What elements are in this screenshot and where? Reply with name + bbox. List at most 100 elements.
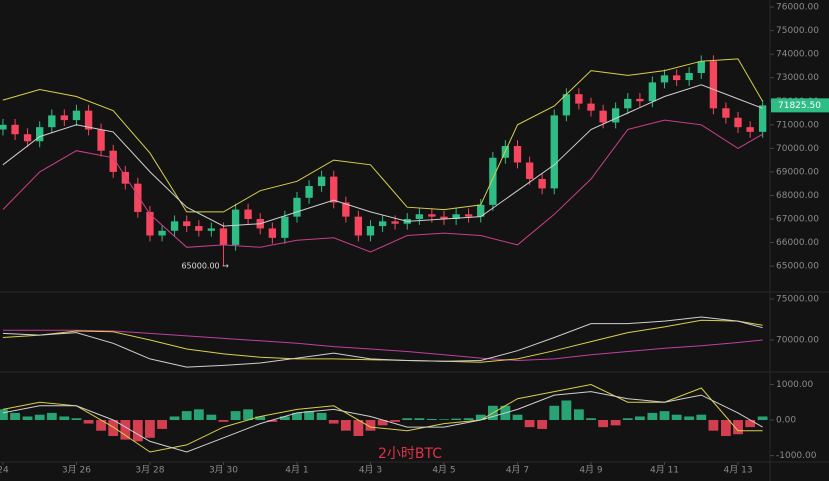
candle-body bbox=[317, 176, 326, 187]
histogram-bar bbox=[83, 420, 94, 424]
candle-body bbox=[366, 226, 375, 236]
x-tick-label: 3月 28 bbox=[135, 465, 164, 476]
histogram-bar bbox=[439, 419, 449, 421]
histogram-bar bbox=[340, 420, 351, 431]
y-tick-label: 67000.00 bbox=[776, 215, 819, 225]
x-tick-label: 4月 13 bbox=[724, 465, 753, 476]
histogram-bar bbox=[720, 420, 731, 437]
histogram-bar bbox=[610, 420, 621, 426]
candle-body bbox=[599, 110, 607, 123]
indicator-line bbox=[2, 329, 763, 362]
candle-body bbox=[158, 230, 166, 236]
y-tick-label: 73000.00 bbox=[776, 73, 819, 83]
indicator-line bbox=[2, 84, 763, 227]
candle-body bbox=[293, 197, 301, 217]
histogram-bar bbox=[267, 420, 278, 422]
histogram-bar bbox=[451, 418, 462, 421]
candle-body bbox=[575, 94, 583, 104]
candle-body bbox=[464, 214, 473, 217]
x-tick-label: 4月 5 bbox=[432, 465, 455, 476]
histogram-bar bbox=[537, 420, 548, 429]
y-tick-label: 1000.00 bbox=[776, 380, 813, 390]
candle-body bbox=[342, 202, 350, 217]
candle-body bbox=[183, 221, 191, 227]
y-tick-label: 76000.00 bbox=[776, 3, 819, 13]
histogram-bar bbox=[757, 416, 768, 421]
y-tick-label: -1000.00 bbox=[776, 451, 817, 461]
candle-body bbox=[11, 124, 19, 135]
candle-body bbox=[587, 103, 595, 111]
candle-body bbox=[415, 214, 424, 219]
low-annotation: 65000.00 → bbox=[181, 262, 229, 271]
candle-body bbox=[513, 146, 522, 163]
candle-body bbox=[660, 75, 669, 83]
x-tick-label: 4月 3 bbox=[359, 465, 382, 476]
candle-body bbox=[440, 216, 448, 219]
indicator-line bbox=[2, 391, 763, 453]
histogram-bar bbox=[96, 420, 106, 431]
candle-body bbox=[562, 94, 571, 116]
histogram-bar bbox=[586, 418, 596, 421]
histogram-bar bbox=[733, 420, 743, 435]
y-tick-label: 70000.00 bbox=[776, 144, 819, 154]
candle-body bbox=[170, 221, 179, 231]
candle-body bbox=[134, 183, 142, 212]
price-tag bbox=[771, 98, 829, 113]
candle-body bbox=[746, 127, 754, 132]
histogram-bar bbox=[512, 414, 523, 421]
x-tick-label: 4月 7 bbox=[506, 465, 529, 476]
x-tick-label: 4月 1 bbox=[285, 465, 308, 476]
candle-body bbox=[697, 61, 705, 73]
watermark: 2小时BTC bbox=[378, 446, 442, 462]
x-tick-label: 4月 9 bbox=[579, 465, 603, 476]
candle-body bbox=[636, 98, 644, 102]
y-tick-label: 75000.00 bbox=[776, 26, 819, 36]
candle-body bbox=[550, 115, 558, 189]
candle-body bbox=[84, 110, 93, 130]
candle-body bbox=[48, 115, 56, 128]
indicator-line bbox=[2, 383, 763, 453]
histogram-bar bbox=[745, 420, 756, 428]
histogram-bar bbox=[426, 418, 437, 421]
candle-body bbox=[109, 150, 117, 172]
candle-body bbox=[231, 209, 240, 245]
histogram-bar bbox=[402, 418, 413, 421]
histogram-bar bbox=[647, 412, 658, 421]
histogram-bar bbox=[671, 414, 682, 421]
histogram-bar bbox=[157, 420, 167, 429]
histogram-bar bbox=[708, 420, 719, 431]
histogram-bar bbox=[243, 409, 253, 421]
histogram-bar bbox=[292, 412, 302, 421]
histogram-bar bbox=[549, 405, 560, 421]
histogram-bar bbox=[328, 420, 339, 424]
candle-body bbox=[428, 214, 436, 217]
histogram-bar bbox=[365, 420, 376, 431]
y-tick-label: 70000.00 bbox=[776, 336, 819, 346]
candle-body bbox=[648, 82, 657, 102]
candle-body bbox=[611, 108, 620, 123]
histogram-bar bbox=[169, 416, 180, 421]
candle-body bbox=[281, 216, 289, 238]
candle-body bbox=[146, 211, 154, 236]
histogram-bar bbox=[218, 420, 229, 422]
candle-body bbox=[489, 157, 497, 205]
histogram-bar bbox=[132, 420, 143, 442]
histogram-bar bbox=[316, 412, 327, 421]
y-tick-label: 75000.00 bbox=[776, 294, 819, 304]
histogram-bar bbox=[206, 414, 217, 421]
histogram-bar bbox=[353, 420, 364, 437]
y-tick-label: 74000.00 bbox=[776, 50, 819, 60]
histogram-bar bbox=[622, 418, 633, 421]
histogram-bar bbox=[22, 416, 33, 421]
candle-body bbox=[378, 221, 387, 227]
y-tick-label: 68000.00 bbox=[776, 191, 819, 201]
histogram-bar bbox=[463, 418, 474, 421]
y-tick-label: 0.00 bbox=[776, 416, 796, 426]
histogram-bar bbox=[108, 420, 119, 437]
x-tick-label: 24 bbox=[0, 466, 9, 476]
candle-body bbox=[195, 226, 203, 231]
candle-body bbox=[244, 209, 252, 219]
candle-body bbox=[354, 216, 363, 236]
histogram-bar bbox=[684, 416, 695, 421]
candle-body bbox=[391, 221, 399, 224]
